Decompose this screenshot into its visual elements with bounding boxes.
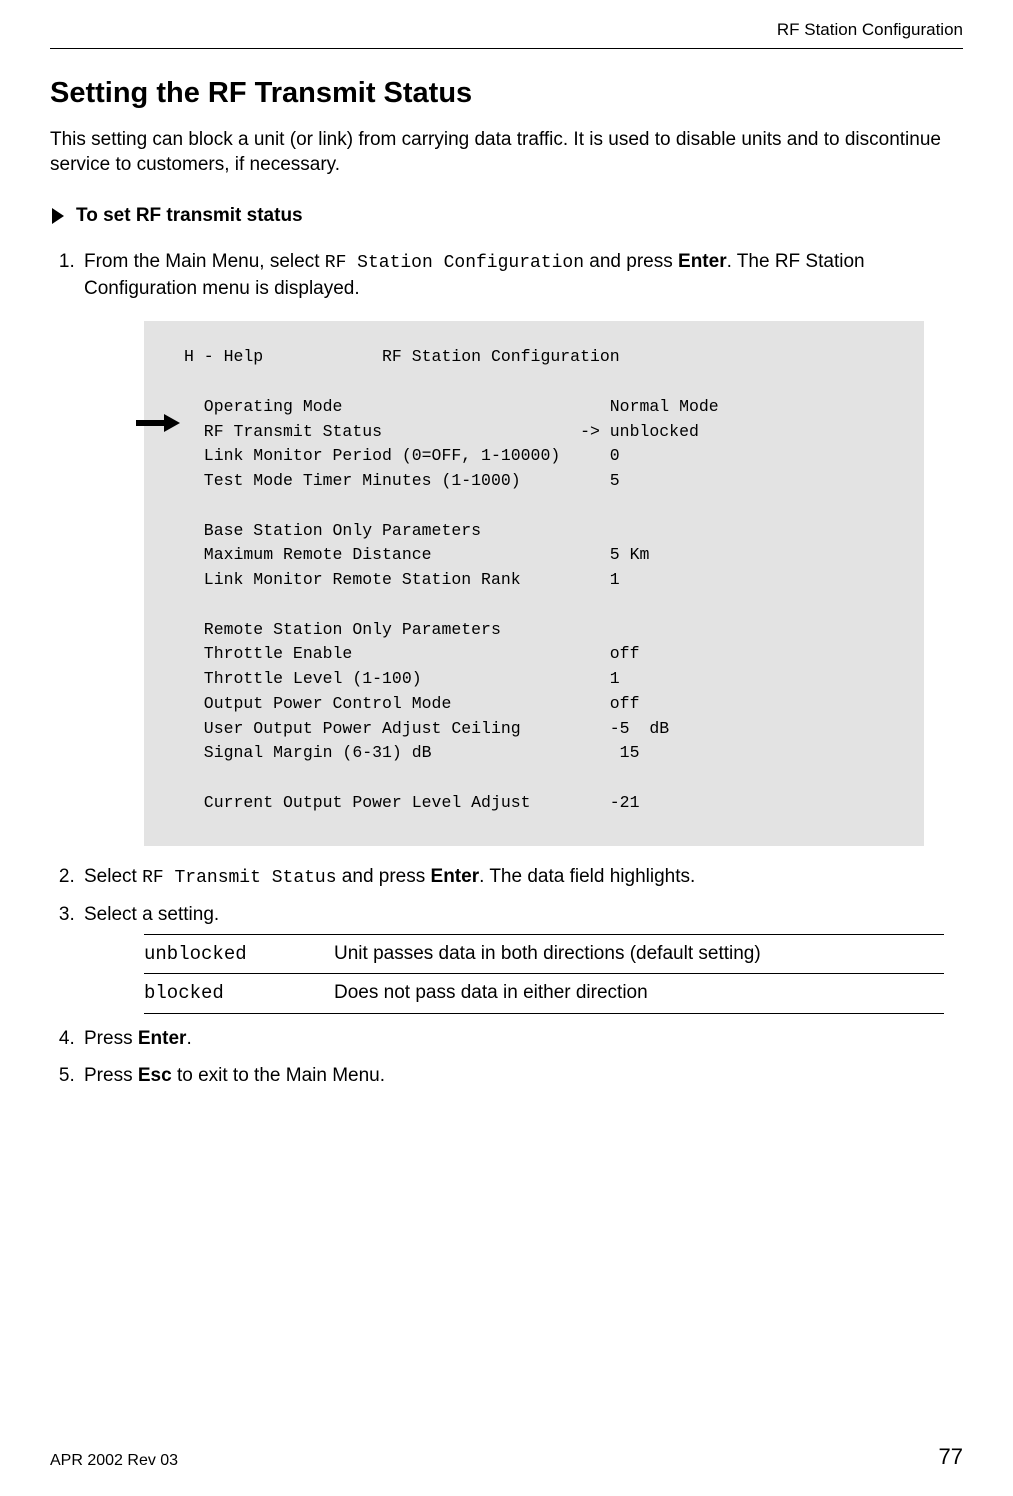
step-1-text-b: and press: [584, 251, 678, 272]
step-2-key: Enter: [431, 866, 480, 887]
step-5-text-b: to exit to the Main Menu.: [172, 1065, 385, 1086]
step-4-text-a: Press: [84, 1028, 138, 1049]
step-2-text-c: . The data field highlights.: [479, 866, 695, 887]
page-number: 77: [939, 1444, 963, 1470]
steps-list: From the Main Menu, select RF Station Co…: [50, 249, 963, 1089]
intro-paragraph: This setting can block a unit (or link) …: [50, 128, 963, 177]
header-rule: [50, 48, 963, 49]
settings-row-0: unblocked Unit passes data in both direc…: [144, 934, 944, 974]
section-title: Setting the RF Transmit Status: [50, 77, 963, 110]
step-2-code: RF Transmit Status: [142, 868, 336, 888]
step-2: Select RF Transmit Status and press Ente…: [80, 864, 963, 890]
step-4-text-b: .: [186, 1028, 191, 1049]
step-1: From the Main Menu, select RF Station Co…: [80, 249, 963, 845]
settings-key-0: unblocked: [144, 943, 247, 965]
settings-desc-1: Does not pass data in either direction: [334, 974, 944, 1014]
settings-key-1: blocked: [144, 982, 224, 1004]
step-5: Press Esc to exit to the Main Menu.: [80, 1063, 963, 1089]
page-footer: APR 2002 Rev 03 77: [50, 1444, 963, 1470]
footer-left: APR 2002 Rev 03: [50, 1452, 178, 1470]
step-1-key: Enter: [678, 251, 727, 272]
settings-table: unblocked Unit passes data in both direc…: [144, 934, 944, 1014]
step-1-text-a: From the Main Menu, select: [84, 251, 325, 272]
step-4-key: Enter: [138, 1028, 187, 1049]
settings-desc-0: Unit passes data in both directions (def…: [334, 934, 944, 974]
step-5-text-a: Press: [84, 1065, 138, 1086]
step-4: Press Enter.: [80, 1026, 963, 1052]
settings-row-1: blocked Does not pass data in either dir…: [144, 974, 944, 1014]
step-3-text: Select a setting.: [84, 904, 219, 925]
pointer-arrow-icon: [136, 414, 180, 432]
terminal-wrap: H - Help RF Station Configuration Operat…: [144, 321, 963, 845]
arrow-bullet-icon: [50, 206, 66, 226]
step-2-text-b: and press: [337, 866, 431, 887]
running-head: RF Station Configuration: [50, 20, 963, 40]
step-2-text-a: Select: [84, 866, 142, 887]
step-3: Select a setting. unblocked Unit passes …: [80, 902, 963, 1014]
terminal-screen: H - Help RF Station Configuration Operat…: [144, 321, 924, 845]
step-5-key: Esc: [138, 1065, 172, 1086]
procedure-heading: To set RF transmit status: [50, 205, 963, 227]
step-1-code: RF Station Configuration: [325, 253, 584, 273]
procedure-label: To set RF transmit status: [76, 205, 303, 227]
